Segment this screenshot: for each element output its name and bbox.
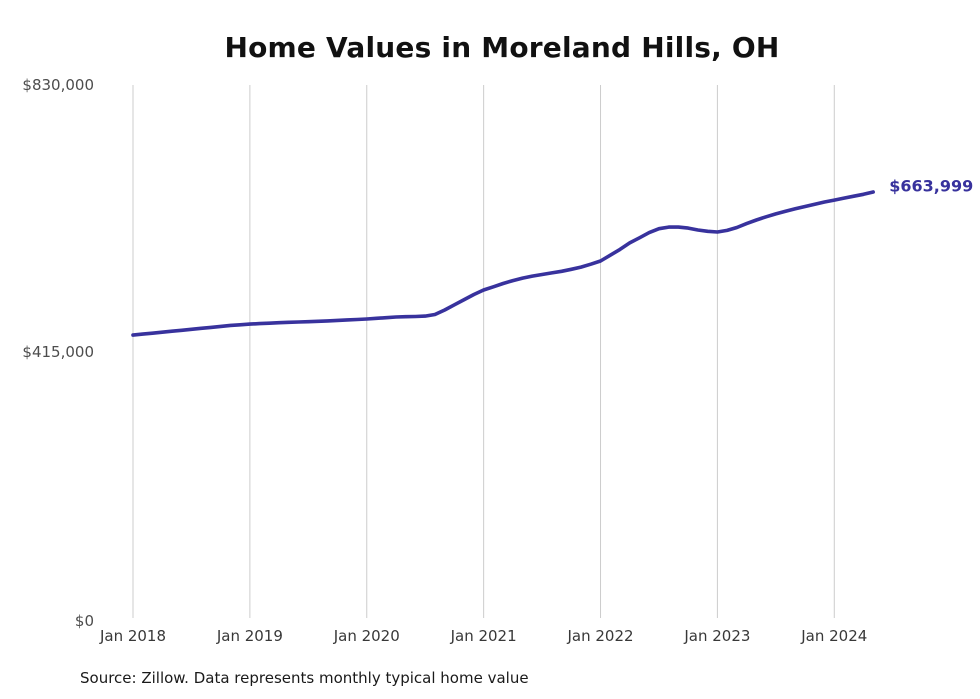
y-tick-label-830000: $830,000 <box>22 76 94 94</box>
source-note: Source: Zillow. Data represents monthly … <box>80 669 529 687</box>
chart-title: Home Values in Moreland Hills, OH <box>224 31 780 64</box>
x-tick-label-jan2023: Jan 2023 <box>684 627 751 645</box>
y-tick-label-0: $0 <box>74 612 94 630</box>
x-tick-label-jan2018: Jan 2018 <box>99 627 167 645</box>
x-tick-label-jan2021: Jan 2021 <box>450 627 517 645</box>
gridlines <box>132 85 835 618</box>
y-tick-label-415000: $415,000 <box>22 343 94 361</box>
latest-value-label: $663,999 <box>889 176 974 196</box>
x-tick-label-jan2022: Jan 2022 <box>567 627 634 645</box>
value-line <box>131 190 875 337</box>
x-tick-label-jan2024: Jan 2024 <box>801 627 868 645</box>
x-tick-label-jan2019: Jan 2019 <box>216 627 283 645</box>
x-tick-label-jan2020: Jan 2020 <box>333 627 400 645</box>
